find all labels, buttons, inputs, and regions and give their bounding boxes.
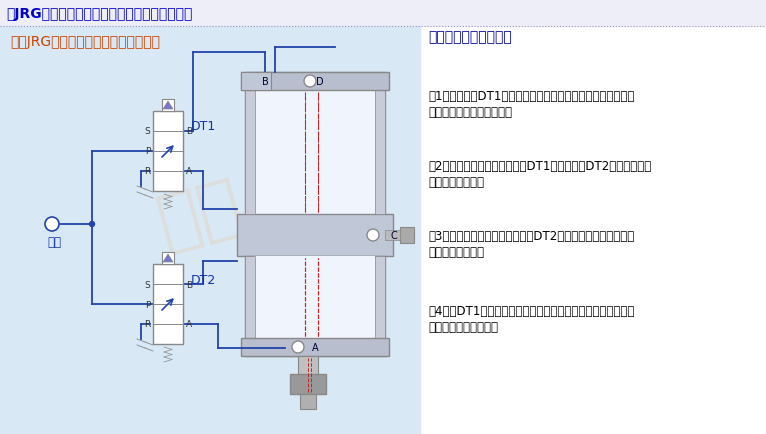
Text: P: P — [145, 147, 150, 156]
Text: 玖容: 玖容 — [151, 171, 249, 257]
Bar — [375, 91, 385, 214]
Circle shape — [292, 341, 304, 353]
Text: A: A — [186, 320, 192, 329]
Bar — [245, 256, 255, 338]
Text: B: B — [262, 77, 268, 87]
Circle shape — [367, 230, 379, 241]
Text: R: R — [144, 320, 150, 329]
Bar — [290, 374, 326, 394]
Bar — [237, 214, 393, 256]
Bar — [0, 0, 766, 27]
Text: （1）、电磁阀DT1通电，气压作用在储油筒液压油表面，气缸: （1）、电磁阀DT1通电，气压作用在储油筒液压油表面，气缸 — [428, 90, 634, 103]
Polygon shape — [163, 102, 173, 110]
Text: 气源: 气源 — [47, 236, 61, 249]
Text: DT1: DT1 — [191, 120, 216, 133]
Text: 气液增压缸动作顺序：: 气液增压缸动作顺序： — [428, 30, 512, 44]
Bar — [255, 256, 375, 338]
Text: D: D — [316, 77, 324, 87]
Text: B: B — [186, 127, 192, 136]
Bar — [245, 73, 385, 214]
Text: （3）、根据加工工件保压需要，DT2断电，此时增压段总成复: （3）、根据加工工件保压需要，DT2断电，此时增压段总成复 — [428, 230, 634, 243]
Text: B: B — [186, 280, 192, 289]
Bar — [153, 112, 183, 191]
Bar — [298, 356, 318, 379]
Bar — [375, 256, 385, 338]
Text: 位，增压缸卸压；: 位，增压缸卸压； — [428, 246, 484, 258]
Bar — [0, 27, 420, 434]
Bar — [153, 264, 183, 344]
Text: A: A — [186, 167, 192, 176]
Text: 段总行程开始向下作位移；: 段总行程开始向下作位移； — [428, 106, 512, 119]
Text: DT2: DT2 — [191, 273, 216, 286]
Bar — [241, 338, 389, 356]
Bar — [245, 91, 255, 214]
Circle shape — [45, 217, 59, 231]
Text: R: R — [144, 167, 150, 176]
Text: 玖容JRG复合式气液增压缸气路连接图: 玖容JRG复合式气液增压缸气路连接图 — [10, 35, 160, 49]
Bar — [400, 227, 414, 243]
Bar — [385, 230, 400, 240]
Bar — [241, 73, 389, 91]
Text: S: S — [144, 280, 150, 289]
Text: 总成开始作位移；: 总成开始作位移； — [428, 176, 484, 188]
Text: S: S — [144, 127, 150, 136]
Bar — [162, 253, 174, 264]
Circle shape — [90, 222, 94, 227]
Bar — [245, 256, 385, 356]
Circle shape — [304, 76, 316, 88]
Bar — [255, 91, 375, 214]
Text: 时一个动作循环完成。: 时一个动作循环完成。 — [428, 320, 498, 333]
Polygon shape — [163, 254, 173, 263]
Text: （2）、活塞杆位移遇到阱力，DT1保持，此时DT2通电，增压段: （2）、活塞杆位移遇到阱力，DT1保持，此时DT2通电，增压段 — [428, 160, 651, 173]
Text: A: A — [312, 342, 319, 352]
Bar — [300, 394, 316, 409]
Text: （4）、DT1断电，气缸段总成复位，液压油回位到储油筒，些: （4）、DT1断电，气缸段总成复位，液压油回位到储油筒，些 — [428, 304, 634, 317]
Bar — [241, 73, 271, 91]
Text: P: P — [145, 300, 150, 309]
Text: 《JRG复合式迷你型气液增压缸气路连接图》：: 《JRG复合式迷你型气液增压缸气路连接图》： — [6, 7, 192, 21]
Text: C: C — [391, 230, 398, 240]
Bar — [162, 100, 174, 112]
